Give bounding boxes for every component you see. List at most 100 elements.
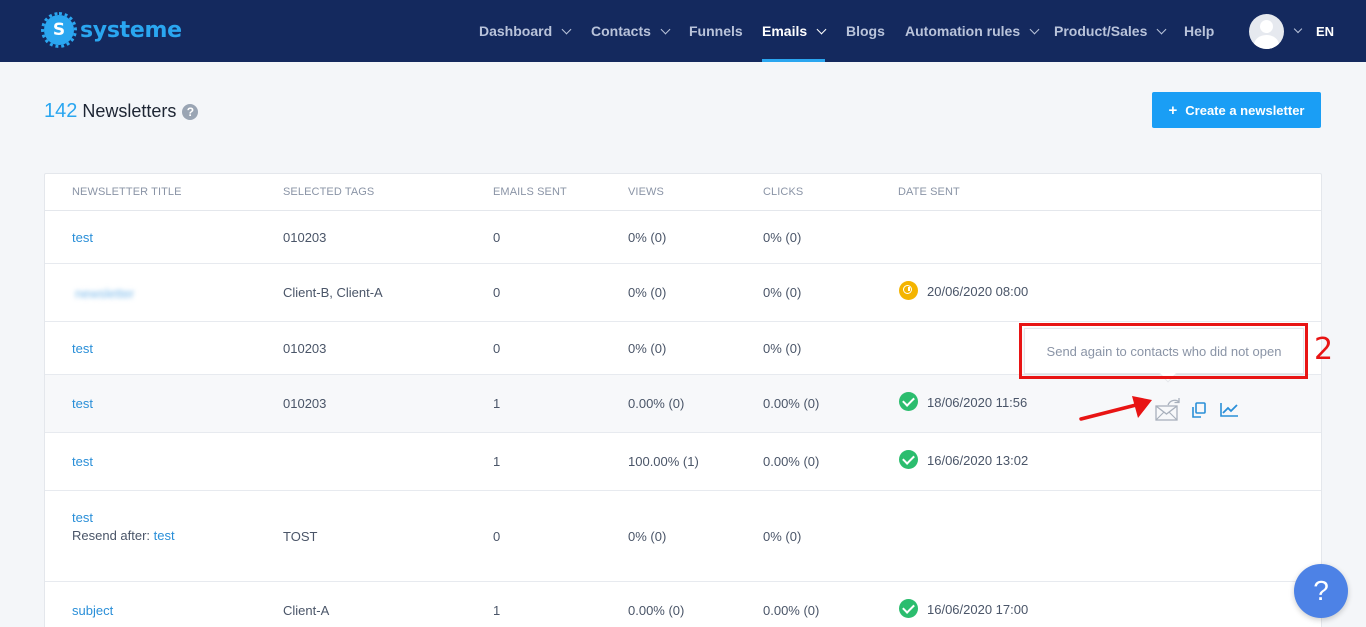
newsletters-table: NEWSLETTER TITLE SELECTED TAGS EMAILS SE… <box>44 173 1322 627</box>
date-sent: 20/06/2020 08:00 <box>899 281 1029 302</box>
selected-tags: 010203 <box>283 341 327 356</box>
clicks-value: 0% (0) <box>763 529 802 544</box>
resend-after-link[interactable]: test <box>153 528 175 543</box>
check-sent-icon <box>899 599 918 618</box>
language-selector[interactable]: EN <box>1316 24 1335 39</box>
chevron-down-icon <box>816 24 827 34</box>
plus-icon: + <box>1168 101 1178 119</box>
create-newsletter-button[interactable]: + Create a newsletter <box>1152 92 1321 128</box>
nav-emails[interactable]: Emails <box>762 0 827 62</box>
table-row[interactable]: test 010203 1 0.00% (0) 0.00% (0) 18/06/… <box>45 375 1321 433</box>
selected-tags: 010203 <box>283 396 327 411</box>
resend-after-label: Resend after: <box>72 528 151 543</box>
nav-funnels-label: Funnels <box>689 23 743 39</box>
nav-contacts[interactable]: Contacts <box>591 0 671 62</box>
table-row[interactable]: test Resend after: test TOST 0 0% (0) 0%… <box>45 491 1321 582</box>
clicks-value: 0% (0) <box>763 230 802 245</box>
views-value: 0% (0) <box>628 529 667 544</box>
nav-automation-rules-label: Automation rules <box>905 23 1021 39</box>
nav-help-label: Help <box>1184 23 1215 39</box>
nav-contacts-label: Contacts <box>591 23 651 39</box>
clicks-value: 0.00% (0) <box>763 603 820 618</box>
annotation-step-number: 2 <box>1314 332 1334 367</box>
views-value: 100.00% (1) <box>628 454 699 469</box>
check-sent-icon <box>899 392 918 411</box>
date-sent: 18/06/2020 11:56 <box>899 392 1028 413</box>
date-sent-text: 16/06/2020 17:00 <box>927 601 1029 617</box>
emails-sent: 0 <box>493 230 501 245</box>
emails-sent: 1 <box>493 396 501 411</box>
column-header-emails-sent[interactable]: EMAILS SENT <box>493 186 567 198</box>
nav-blogs[interactable]: Blogs <box>846 0 885 62</box>
column-header-tags[interactable]: SELECTED TAGS <box>283 186 375 198</box>
duplicate-icon[interactable] <box>1190 401 1208 419</box>
table-row[interactable]: test 010203 0 0% (0) 0% (0) <box>45 211 1321 264</box>
emails-sent: 1 <box>493 454 501 469</box>
nav-emails-label: Emails <box>762 23 808 39</box>
clicks-value: 0% (0) <box>763 341 802 356</box>
nav-product-sales-label: Product/Sales <box>1054 23 1148 39</box>
date-sent-text: 18/06/2020 11:56 <box>927 394 1028 410</box>
table-row[interactable]: test 010203 0 0% (0) 0% (0) <box>45 322 1321 375</box>
table-row[interactable]: subject Client-A 1 0.00% (0) 0.00% (0) 1… <box>45 582 1321 627</box>
nav-product-sales[interactable]: Product/Sales <box>1054 0 1167 62</box>
selected-tags: 010203 <box>283 230 327 245</box>
newsletter-title-link[interactable]: test <box>72 341 93 356</box>
systeme-logo[interactable]: S systeme <box>41 12 182 48</box>
nav-dashboard[interactable]: Dashboard <box>479 0 572 62</box>
clicks-value: 0.00% (0) <box>763 396 820 411</box>
top-navbar: S systeme Dashboard Contacts Funnels Ema… <box>0 0 1366 62</box>
emails-sent: 0 <box>493 529 501 544</box>
date-sent-text: 16/06/2020 13:02 <box>927 452 1029 468</box>
nav-help[interactable]: Help <box>1184 0 1214 62</box>
selected-tags: Client-A <box>283 603 330 618</box>
annotation-arrow-icon <box>1079 396 1152 421</box>
newsletter-title-link[interactable]: test <box>72 396 93 411</box>
newsletter-title-link[interactable]: test <box>72 454 93 469</box>
newsletter-title-link[interactable]: subject <box>72 603 114 618</box>
clicks-value: 0% (0) <box>763 285 802 300</box>
page-title-text: Newsletters <box>82 101 177 121</box>
column-header-title[interactable]: NEWSLETTER TITLE <box>72 186 182 198</box>
date-sent: 16/06/2020 13:02 <box>899 450 1029 471</box>
column-header-date-sent[interactable]: DATE SENT <box>898 186 960 198</box>
newsletter-count: 142 <box>44 100 78 122</box>
row-actions <box>1154 397 1239 423</box>
chevron-down-icon[interactable] <box>1293 24 1303 34</box>
help-chat-button[interactable]: ? <box>1294 564 1348 618</box>
newsletter-title-link[interactable]: test <box>72 230 93 245</box>
statistics-chart-icon[interactable] <box>1220 402 1239 418</box>
create-newsletter-label: Create a newsletter <box>1185 102 1305 118</box>
emails-sent: 1 <box>493 603 501 618</box>
views-value: 0% (0) <box>628 230 667 245</box>
logo-mark-icon: S <box>41 12 77 48</box>
views-value: 0% (0) <box>628 285 667 300</box>
chevron-down-icon <box>561 24 572 34</box>
emails-sent: 0 <box>493 285 501 300</box>
chevron-down-icon <box>1156 24 1167 34</box>
views-value: 0% (0) <box>628 341 667 356</box>
newsletter-title-link[interactable]: test <box>72 510 93 525</box>
views-value: 0.00% (0) <box>628 603 685 618</box>
date-sent: 16/06/2020 17:00 <box>899 599 1029 620</box>
nav-dashboard-label: Dashboard <box>479 23 553 39</box>
selected-tags: TOST <box>283 529 318 544</box>
clicks-value: 0.00% (0) <box>763 454 820 469</box>
page-title: 142 Newsletters ? <box>44 100 199 123</box>
nav-automation-rules[interactable]: Automation rules <box>905 0 1040 62</box>
chevron-down-icon <box>660 24 671 34</box>
table-row[interactable]: test 1 100.00% (1) 0.00% (0) 16/06/2020 … <box>45 433 1321 491</box>
table-row[interactable]: newsletter Client-B, Client-A 0 0% (0) 0… <box>45 264 1321 322</box>
user-avatar[interactable] <box>1249 14 1284 49</box>
date-sent-text: 20/06/2020 08:00 <box>927 283 1029 299</box>
newsletter-title-link[interactable]: newsletter <box>75 286 135 301</box>
column-header-views[interactable]: VIEWS <box>628 186 664 198</box>
logo-text: systeme <box>80 17 182 43</box>
annotation-highlight-box <box>1019 323 1308 379</box>
nav-blogs-label: Blogs <box>846 23 885 39</box>
nav-funnels[interactable]: Funnels <box>689 0 743 62</box>
resend-unopened-icon[interactable] <box>1154 397 1182 423</box>
column-header-clicks[interactable]: CLICKS <box>763 186 804 198</box>
help-question-icon[interactable]: ? <box>182 103 199 120</box>
selected-tags: Client-B, Client-A <box>283 285 383 300</box>
